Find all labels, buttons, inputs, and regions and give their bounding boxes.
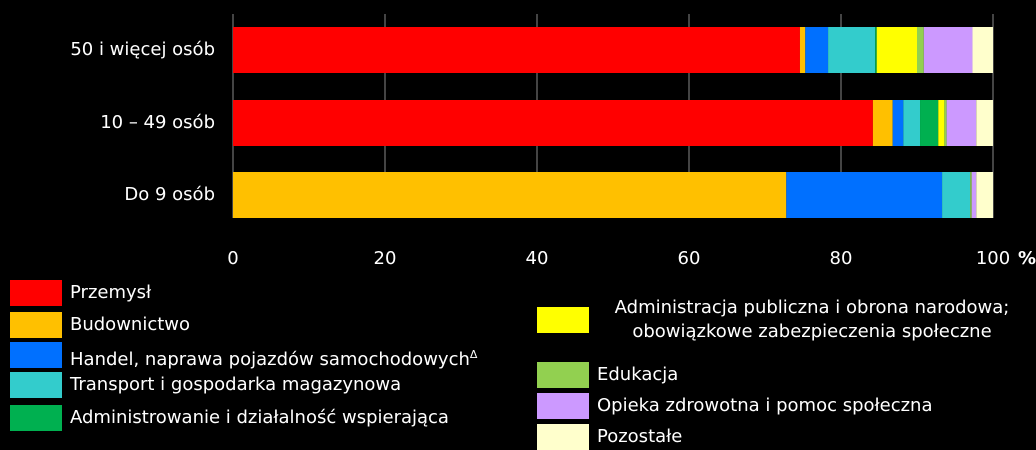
bar-segment <box>903 100 921 146</box>
legend-label: Administrowanie i działalność wspierając… <box>70 406 449 430</box>
bar-segment <box>892 100 904 146</box>
x-tick-label: 60 <box>678 248 701 269</box>
legend-label: Edukacja <box>597 363 678 387</box>
legend-text: Edukacja <box>597 364 679 385</box>
legend-swatch <box>10 372 62 398</box>
y-tick-label: 10 – 49 osób <box>100 112 215 133</box>
bar-segment <box>946 100 977 146</box>
bar-segment <box>970 172 972 218</box>
bar-segment <box>938 100 945 146</box>
bar-segment <box>233 172 787 218</box>
bar-segment <box>920 100 939 146</box>
bar-segment <box>972 27 993 73</box>
bar-segment <box>876 27 917 73</box>
bar-segment <box>923 27 973 73</box>
bar-segment <box>875 27 877 73</box>
legend-text: Pozostałe <box>597 426 683 447</box>
bar-segment <box>233 100 873 146</box>
bar-segment <box>828 27 876 73</box>
x-tick-label: 0 <box>227 248 238 269</box>
legend-swatch <box>10 405 62 431</box>
bar-segment <box>917 27 924 73</box>
legend-label: Transport i gospodarka magazynowa <box>70 373 401 397</box>
legend-superscript: Δ <box>469 348 478 361</box>
bar-segment <box>971 172 977 218</box>
legend-label: Opieka zdrowotna i pomoc społeczna <box>597 394 933 418</box>
legend-text: Administracja publiczna i obrona narodow… <box>614 297 1010 342</box>
legend-text: Przemysł <box>70 282 152 303</box>
legend-text: Handel, naprawa pojazdów samochodowych <box>70 349 470 370</box>
legend-label: Administracja publiczna i obrona narodow… <box>597 296 1027 344</box>
legend-swatch <box>10 312 62 338</box>
legend-label: Pozostałe <box>597 425 682 449</box>
legend-text: Budownictwo <box>70 314 191 335</box>
legend-label: Handel, naprawa pojazdów samochodowychΔ <box>70 343 477 372</box>
legend-swatch <box>537 424 589 450</box>
legend-text: Opieka zdrowotna i pomoc społeczna <box>597 395 933 416</box>
bar-segment <box>976 172 993 218</box>
x-tick-label: 20 <box>374 248 397 269</box>
bar-segment <box>942 172 971 218</box>
legend-swatch <box>10 342 62 368</box>
bar-segment <box>944 100 947 146</box>
bar-segment <box>799 27 806 73</box>
legend-swatch <box>537 362 589 388</box>
legend-text: Administrowanie i działalność wspierając… <box>70 407 449 428</box>
legend-text: Transport i gospodarka magazynowa <box>70 374 402 395</box>
legend-swatch <box>537 307 589 333</box>
y-tick-label: Do 9 osób <box>124 184 215 205</box>
bar-segment <box>805 27 829 73</box>
bar-segment <box>233 27 800 73</box>
bar-segment <box>786 172 943 218</box>
x-tick-label: 40 <box>526 248 549 269</box>
bar-segment <box>872 100 893 146</box>
x-axis-label: % <box>1018 248 1036 269</box>
legend-swatch <box>537 393 589 419</box>
legend-swatch <box>10 280 62 306</box>
legend-label: Budownictwo <box>70 313 190 337</box>
x-tick-label: 80 <box>830 248 853 269</box>
y-tick-label: 50 i więcej osób <box>70 39 215 60</box>
x-tick-label: 100 <box>976 248 1010 269</box>
legend-label: Przemysł <box>70 281 151 305</box>
bar-segment <box>976 100 993 146</box>
